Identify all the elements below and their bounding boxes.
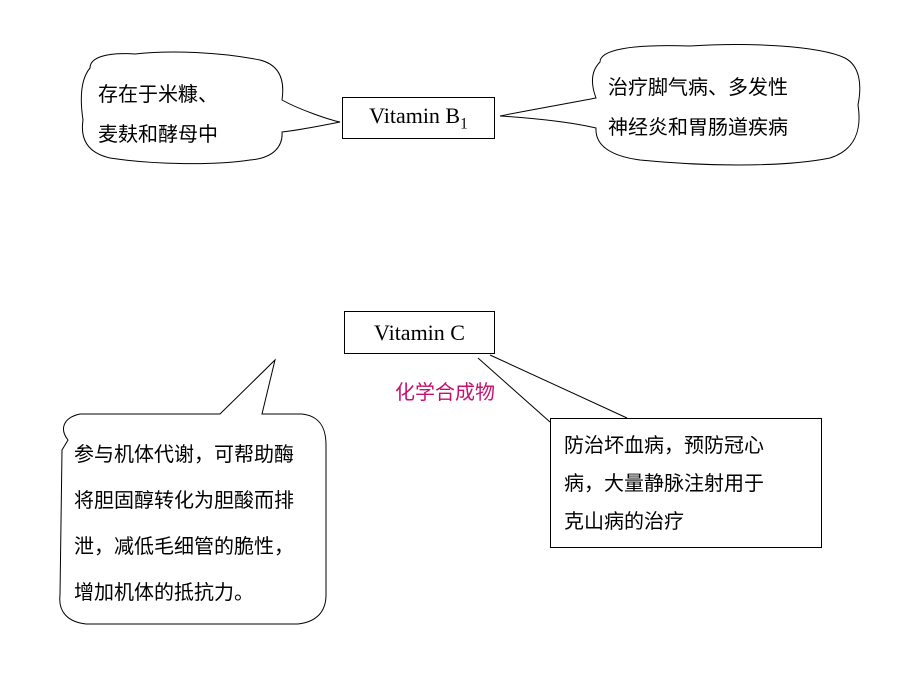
c-right-connector-2: [490, 355, 627, 418]
center-synthesis-text: 化学合成物: [395, 383, 495, 403]
vitamin-b1-title: Vitamin B1: [369, 103, 468, 133]
b1-right-bubble-text: 治疗脚气病、多发性 神经炎和胃肠道疾病: [608, 68, 788, 148]
vitamin-b1-box: Vitamin B1: [342, 97, 495, 139]
vitamin-c-title: Vitamin C: [374, 320, 465, 346]
c-right-box-text: 防治坏血病，预防冠心 病，大量静脉注射用于 克山病的治疗: [564, 427, 764, 541]
c-left-bubble-text: 参与机体代谢，可帮助酶 将胆固醇转化为胆酸而排 泄，减低毛细管的脆性， 增加机体…: [74, 432, 294, 616]
vitamin-c-box: Vitamin C: [344, 311, 495, 354]
b1-left-bubble-text: 存在于米糠、 麦麸和酵母中: [98, 75, 218, 155]
